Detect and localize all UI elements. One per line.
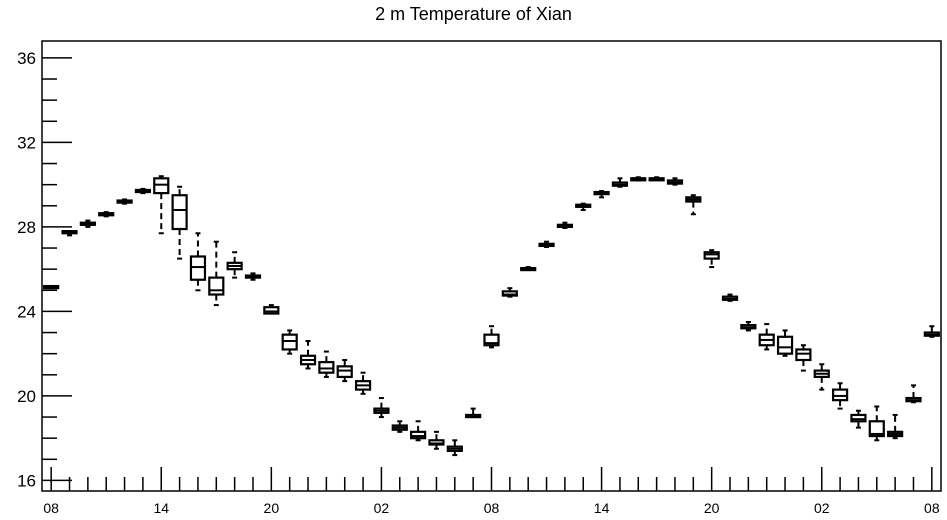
box-21 <box>428 430 445 450</box>
box-16 <box>336 359 353 383</box>
boxplot-series <box>43 175 940 457</box>
box-24 <box>483 325 500 349</box>
x-tick-label: 02 <box>374 500 390 516</box>
y-tick-label: 28 <box>17 218 36 237</box>
box-27 <box>538 240 555 248</box>
box-39 <box>758 323 775 351</box>
iqr-box <box>189 255 207 281</box>
box-34 <box>666 177 684 186</box>
iqr-box <box>153 177 170 195</box>
box-48 <box>923 325 940 338</box>
iqr-box <box>850 413 867 423</box>
box-40 <box>776 329 794 357</box>
x-tick-label: 20 <box>704 500 720 516</box>
iqr-box <box>171 194 188 231</box>
iqr-box <box>410 430 427 440</box>
iqr-box <box>868 420 885 438</box>
box-17 <box>354 371 372 395</box>
y-tick-label: 32 <box>17 133 36 152</box>
chart-title: 2 m Temperature of Xian <box>375 4 572 24</box>
box-5 <box>134 187 152 195</box>
box-44 <box>850 409 867 429</box>
plot-frame <box>41 40 942 492</box>
box-31 <box>611 177 629 188</box>
box-28 <box>556 221 573 229</box>
box-37 <box>721 293 739 302</box>
box-4 <box>116 198 133 205</box>
box-35 <box>685 194 702 216</box>
box-15 <box>318 350 335 378</box>
iqr-box <box>208 276 225 296</box>
box-45 <box>868 405 885 442</box>
box-10 <box>226 251 243 279</box>
iqr-box <box>318 361 335 374</box>
box-46 <box>887 413 904 440</box>
box-18 <box>373 397 390 419</box>
x-tick-label: 14 <box>594 500 610 516</box>
iqr-box <box>336 365 353 379</box>
box-8 <box>189 232 207 292</box>
box-41 <box>795 344 812 372</box>
x-axis: 08 14 20 02 08 14 20 02 08 <box>43 467 940 516</box>
box-22 <box>446 439 463 457</box>
iqr-box <box>795 348 812 362</box>
iqr-box <box>281 333 298 351</box>
iqr-box <box>501 290 518 297</box>
box-7 <box>171 185 188 260</box>
y-tick-label: 20 <box>17 387 36 406</box>
box-36 <box>703 249 720 269</box>
box-26 <box>520 266 537 272</box>
box-13 <box>281 329 298 355</box>
y-tick-label: 16 <box>17 471 36 490</box>
y-axis: 16 20 24 28 32 36 <box>17 49 72 490</box>
box-20 <box>410 420 427 442</box>
box-11 <box>244 272 262 281</box>
x-tick-label: 08 <box>924 500 940 516</box>
x-tick-label: 08 <box>484 500 500 516</box>
box-12 <box>263 304 280 315</box>
box-3 <box>98 211 115 218</box>
box-25 <box>501 287 518 298</box>
x-tick-label: 08 <box>43 500 59 516</box>
box-29 <box>575 202 592 212</box>
box-38 <box>740 320 757 332</box>
iqr-box <box>263 306 280 315</box>
box-30 <box>593 190 610 199</box>
box-2 <box>79 219 96 228</box>
box-47 <box>905 384 922 404</box>
iqr-box <box>703 251 720 260</box>
x-tick-label: 20 <box>264 500 280 516</box>
box-23 <box>465 407 482 419</box>
y-tick-label: 36 <box>17 49 36 68</box>
box-33 <box>648 176 665 182</box>
box-1 <box>61 230 78 237</box>
x-tick-label: 02 <box>814 500 830 516</box>
iqr-box <box>831 388 849 402</box>
box-0 <box>43 284 60 290</box>
box-32 <box>630 176 647 182</box>
box-43 <box>831 382 849 410</box>
box-19 <box>391 420 408 433</box>
box-14 <box>299 340 317 370</box>
iqr-box <box>776 335 794 355</box>
iqr-box <box>483 333 500 347</box>
iqr-box <box>428 439 445 446</box>
box-6 <box>153 175 170 235</box>
y-tick-label: 24 <box>17 302 36 321</box>
x-tick-label: 14 <box>153 500 169 516</box>
box-42 <box>813 363 830 391</box>
box-9 <box>208 240 225 307</box>
